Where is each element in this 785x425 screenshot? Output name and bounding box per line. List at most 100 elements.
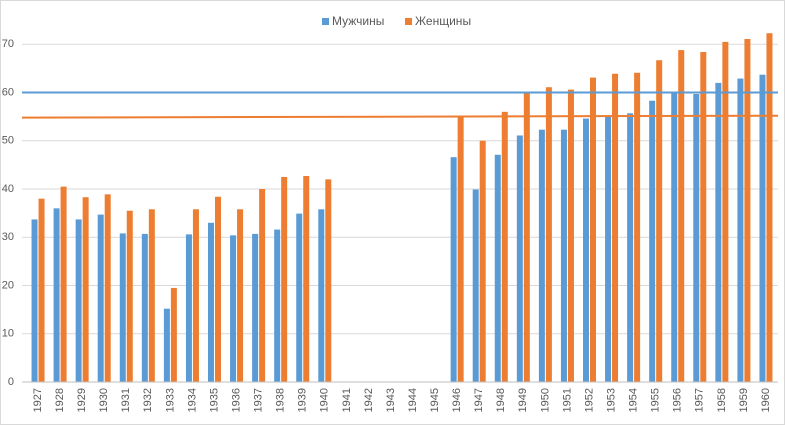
x-tick-label: 1953: [605, 388, 617, 412]
y-tick-label: 20: [2, 279, 14, 291]
x-tick-label: 1931: [120, 388, 132, 412]
bar: [237, 209, 244, 382]
x-tick-label: 1952: [583, 388, 595, 412]
x-tick-label: 1947: [473, 388, 485, 412]
bar: [700, 52, 707, 383]
y-tick-label: 30: [2, 231, 14, 243]
bar: [208, 222, 214, 382]
x-tick-label: 1943: [385, 388, 397, 412]
bar: [766, 33, 773, 382]
bar: [634, 72, 641, 383]
bar: [53, 208, 60, 382]
x-tick-label: 1945: [429, 388, 441, 412]
legend-label: Женщины: [415, 14, 471, 28]
bar: [583, 118, 589, 382]
y-tick-label: 50: [2, 135, 14, 147]
bar: [678, 50, 685, 382]
y-tick-label: 40: [2, 183, 14, 195]
y-tick-label: 10: [2, 328, 14, 340]
y-tick-label: 0: [8, 376, 14, 388]
x-tick-label: 1954: [628, 388, 640, 412]
x-tick-label: 1929: [76, 388, 88, 412]
x-tick-label: 1936: [230, 388, 242, 412]
x-tick-label: 1955: [650, 388, 662, 412]
bar: [274, 229, 281, 382]
x-tick-label: 1942: [363, 388, 375, 412]
bar: [82, 197, 89, 382]
x-tick-label: 1938: [275, 388, 287, 412]
bar: [148, 209, 155, 382]
bar: [516, 135, 523, 382]
bar: [479, 140, 486, 382]
y-tick-label: 70: [2, 38, 14, 50]
x-tick-label: 1937: [253, 388, 265, 412]
bar: [215, 196, 221, 382]
x-tick-label: 1957: [694, 388, 706, 412]
bar: [303, 176, 310, 382]
bar: [715, 82, 722, 382]
bar: [141, 233, 148, 382]
bar: [230, 235, 237, 382]
x-tick-label: 1950: [539, 388, 551, 412]
y-tick-label: 60: [2, 86, 14, 98]
bar: [38, 198, 45, 382]
x-tick-label: 1939: [297, 388, 309, 412]
x-tick-label: 1940: [319, 388, 331, 412]
bar: [612, 73, 619, 382]
bar: [170, 287, 177, 382]
bar: [671, 91, 678, 382]
bar: [744, 38, 751, 382]
bar: [501, 111, 508, 383]
bar: [722, 41, 729, 383]
bar: [590, 77, 596, 382]
bar: [737, 78, 744, 383]
bar: [60, 186, 67, 382]
x-tick-label: 1930: [98, 388, 110, 412]
x-tick-label: 1934: [186, 388, 198, 412]
bar: [759, 74, 766, 382]
bar: [119, 233, 126, 382]
bar: [649, 100, 656, 383]
bar: [325, 179, 332, 382]
bar: [523, 93, 530, 382]
legend-swatch: [405, 18, 412, 25]
bar: [31, 219, 38, 382]
bar: [627, 113, 634, 383]
bar: [104, 194, 111, 382]
bar: [259, 189, 266, 382]
bar: [656, 60, 663, 383]
bar: [560, 129, 567, 382]
bar: [126, 210, 133, 382]
x-tick-label: 1946: [451, 388, 463, 412]
bar: [567, 89, 574, 383]
legend: Мужчины Женщины: [322, 14, 471, 28]
bar: [318, 209, 325, 382]
bar: [494, 154, 501, 382]
bar: [192, 209, 199, 382]
x-tick-label: 1951: [561, 388, 573, 412]
bar: [281, 176, 288, 382]
legend-swatch: [322, 18, 329, 25]
x-tick-label: 1948: [495, 388, 507, 412]
bar: [538, 129, 545, 382]
legend-label: Мужчины: [332, 14, 384, 28]
bar: [472, 189, 479, 382]
bar: [450, 157, 457, 382]
bar: [457, 115, 464, 382]
bar: [545, 87, 552, 383]
reference-line: [21, 114, 779, 119]
x-tick-label: 1958: [716, 388, 728, 412]
bar: [252, 233, 259, 382]
bar: [185, 234, 192, 382]
x-tick-label: 1949: [517, 388, 529, 412]
x-tick-label: 1927: [32, 388, 44, 412]
bar: [75, 219, 82, 382]
x-tick-label: 1935: [208, 388, 220, 412]
bar: [693, 93, 700, 382]
bar: [163, 308, 170, 382]
x-tick-label: 1933: [164, 388, 176, 412]
x-tick-label: 1941: [341, 388, 353, 412]
x-tick-label: 1928: [54, 388, 66, 412]
